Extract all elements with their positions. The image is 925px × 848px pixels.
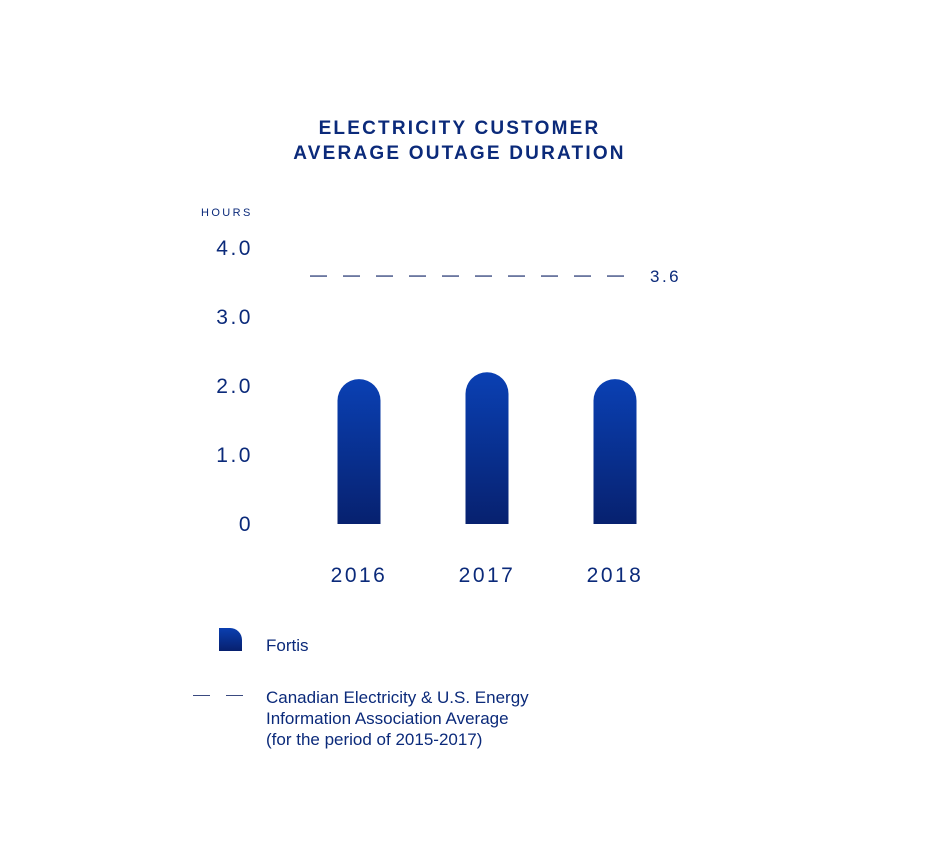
bar-2018 — [593, 379, 637, 524]
y-tick-label: 3.0 — [216, 306, 253, 329]
y-tick-label: 2.0 — [216, 375, 253, 398]
reference-line-label: 3.6 — [650, 267, 681, 286]
x-tick-label: 2018 — [587, 564, 644, 587]
chart-title-line-1: ELECTRICITY CUSTOMER — [318, 118, 601, 139]
legend-swatch-fortis — [219, 628, 242, 651]
y-tick-label: 1.0 — [216, 444, 253, 467]
bar-2016 — [337, 379, 381, 524]
legend-dash-segment — [193, 695, 210, 697]
legend-label-average-line-1: Canadian Electricity & U.S. Energy — [266, 688, 529, 707]
legend-label-average: Canadian Electricity & U.S. Energy Infor… — [266, 687, 596, 750]
y-tick-label: 4.0 — [216, 237, 253, 260]
x-tick-label: 2017 — [459, 564, 516, 587]
y-axis-label: HOURS — [201, 207, 253, 219]
x-tick-label: 2016 — [331, 564, 388, 587]
legend-label-average-line-3: (for the period of 2015-2017) — [266, 730, 483, 749]
bar-2017 — [465, 372, 509, 524]
legend-label-fortis: Fortis — [266, 636, 309, 655]
y-tick-label: 0 — [239, 513, 253, 536]
legend-dash-segment — [226, 695, 243, 697]
chart-title-line-2: AVERAGE OUTAGE DURATION — [293, 143, 626, 164]
legend-label-average-line-2: Information Association Average — [266, 709, 509, 728]
